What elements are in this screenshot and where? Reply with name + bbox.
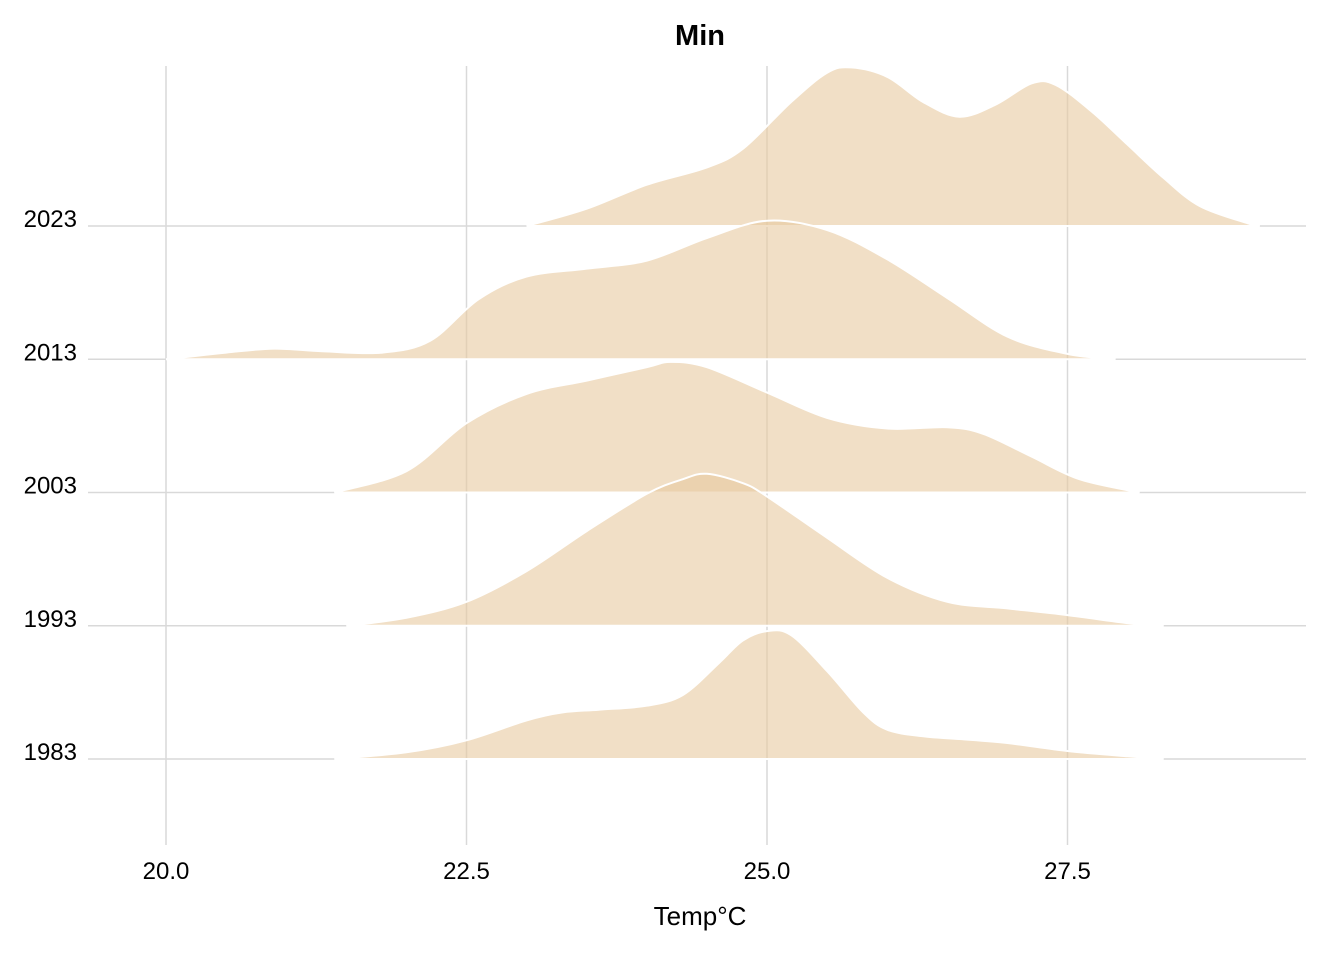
x-axis-title: Temp°C	[654, 901, 747, 931]
x-tick-label: 25.0	[744, 858, 791, 885]
y-tick-label: 1983	[24, 739, 77, 766]
ridge-1993	[346, 472, 1164, 627]
y-tick-label: 1993	[24, 606, 77, 633]
y-tick-label: 2013	[24, 339, 77, 366]
x-tick-label: 22.5	[443, 858, 490, 885]
y-tick-label: 2003	[24, 473, 77, 500]
ridge-2023	[526, 66, 1260, 227]
x-axis-tick-labels: 20.0 22.5 25.0 27.5	[143, 858, 1091, 885]
ridge-1983	[334, 629, 1164, 760]
ridge-2013	[165, 219, 1116, 361]
ridge-2003	[334, 360, 1140, 494]
y-axis-tick-labels: 1983 1993 2003 2013 2023	[24, 206, 77, 766]
chart-title: Min	[675, 20, 725, 52]
y-tick-label: 2023	[24, 206, 77, 233]
density-ridges	[165, 66, 1260, 760]
x-tick-label: 20.0	[143, 858, 190, 885]
x-tick-label: 27.5	[1044, 858, 1091, 885]
